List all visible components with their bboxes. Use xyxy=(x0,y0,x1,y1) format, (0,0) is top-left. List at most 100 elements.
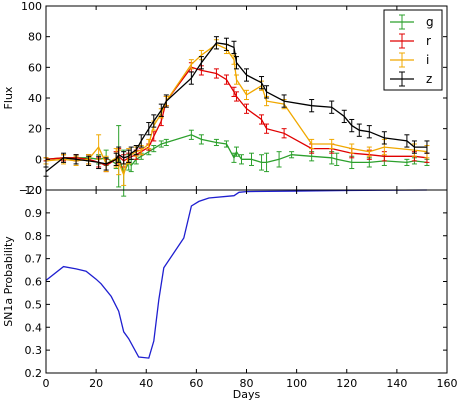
error-bar-g xyxy=(198,134,204,145)
error-bar-z xyxy=(198,56,204,70)
x-tick-label: 160 xyxy=(437,377,458,390)
error-bar-r xyxy=(233,91,239,102)
series-g xyxy=(43,125,430,197)
y-tick-label: 0.7 xyxy=(25,253,43,266)
error-bar-z xyxy=(366,125,372,139)
probability-y-ticks: 0.2 0.3 0.4 0.5 0.6 0.7 0.8 0.9 1.0 xyxy=(25,184,447,380)
y-tick-label: 0.6 xyxy=(25,276,43,289)
error-bar-g xyxy=(249,152,255,166)
legend-label: z xyxy=(426,72,432,86)
error-bar-i xyxy=(309,138,315,150)
x-tick-label: 40 xyxy=(139,377,153,390)
error-bar-i xyxy=(146,138,152,150)
y-tick-label: 100 xyxy=(21,0,42,13)
x-tick-label: 20 xyxy=(89,377,103,390)
x-tick-label: 120 xyxy=(336,377,357,390)
days-x-axis-label: Days xyxy=(233,388,261,401)
error-bar-g xyxy=(233,146,239,157)
y-tick-label: 60 xyxy=(28,61,42,74)
x-tick-label: 60 xyxy=(189,377,203,390)
error-bar-r xyxy=(259,114,265,125)
y-tick-label: 0.3 xyxy=(25,344,43,357)
error-bar-g xyxy=(264,152,270,173)
y-tick-label: 80 xyxy=(28,31,42,44)
probability-y-axis-label: SN1a Probability xyxy=(2,236,15,327)
legend-frame xyxy=(383,9,443,91)
error-bar-i xyxy=(233,74,239,85)
flux-x-ticks xyxy=(45,6,448,190)
error-bar-z xyxy=(264,85,270,99)
legend-entry-i: i xyxy=(390,52,429,68)
error-bar-z xyxy=(86,155,92,166)
series-z xyxy=(43,36,430,177)
x-tick-label: 0 xyxy=(43,377,50,390)
y-tick-label: 20 xyxy=(28,123,42,136)
probability-line xyxy=(45,189,427,359)
error-bar-g xyxy=(158,140,164,148)
error-bar-z xyxy=(188,71,194,85)
error-bar-z xyxy=(158,103,164,117)
error-bar-z xyxy=(231,40,237,55)
y-tick-label: 1.0 xyxy=(25,184,43,197)
probability-x-ticks: 0 20 40 60 80 100 120 140 160 xyxy=(43,190,458,390)
error-bar-z xyxy=(381,131,387,145)
error-bar-z xyxy=(356,123,362,137)
error-bar-g xyxy=(231,152,237,163)
y-tick-label: 0.4 xyxy=(25,321,43,334)
error-bar-i xyxy=(366,146,372,157)
error-bar-i xyxy=(188,59,194,70)
error-bar-r xyxy=(244,103,249,114)
error-bar-z xyxy=(133,145,139,156)
error-bar-z xyxy=(103,157,109,171)
flux-y-axis-label: Flux xyxy=(2,86,15,109)
error-bar-z xyxy=(349,118,355,133)
error-bar-g xyxy=(163,138,169,147)
error-bar-g xyxy=(188,129,194,140)
error-bar-g xyxy=(404,158,410,166)
error-bar-z xyxy=(244,68,249,82)
x-tick-label: 140 xyxy=(386,377,407,390)
error-bar-g xyxy=(238,154,244,165)
error-bar-z xyxy=(96,155,102,170)
probability-series-group xyxy=(45,189,427,359)
probability-panel: 0.2 0.3 0.4 0.5 0.6 0.7 0.8 0.9 1.0 0 20 40 60 80 100… xyxy=(2,184,458,401)
error-bar-z xyxy=(61,152,67,163)
y-tick-label: 0.2 xyxy=(25,367,43,380)
probability-panel-frame xyxy=(45,189,448,374)
error-bar-g xyxy=(223,140,229,148)
error-bar-z xyxy=(309,99,315,113)
error-bar-r xyxy=(223,74,229,85)
x-tick-label: 80 xyxy=(240,377,254,390)
error-bar-z xyxy=(73,154,79,165)
error-bar-g xyxy=(289,151,295,159)
error-bar-i xyxy=(329,138,335,150)
error-bar-g xyxy=(276,151,282,168)
error-bar-z xyxy=(223,37,229,51)
error-bar-z xyxy=(259,76,265,90)
error-bar-i xyxy=(96,134,102,160)
error-bar-z xyxy=(213,36,219,50)
error-bar-z xyxy=(128,146,134,160)
legend-label: g xyxy=(426,15,434,29)
error-bar-z xyxy=(121,151,127,165)
error-bar-z xyxy=(126,149,132,163)
legend-entry-z: z xyxy=(390,71,432,87)
error-bar-g xyxy=(259,154,265,171)
error-bar-r xyxy=(213,68,219,79)
error-bar-i xyxy=(244,89,249,101)
legend-entry-r: r xyxy=(390,33,431,49)
error-bar-z xyxy=(404,134,410,148)
error-bar-r xyxy=(281,128,287,139)
y-tick-label: 0.8 xyxy=(25,230,43,243)
error-bar-z xyxy=(411,140,417,154)
y-tick-label: −20 xyxy=(19,184,42,197)
error-bar-z xyxy=(113,152,119,166)
error-bar-z xyxy=(146,122,152,136)
error-bar-g xyxy=(334,152,340,166)
x-tick-label: 100 xyxy=(286,377,307,390)
error-bar-z xyxy=(424,140,430,154)
flux-series-group xyxy=(43,36,430,197)
legend-label: i xyxy=(426,53,429,67)
